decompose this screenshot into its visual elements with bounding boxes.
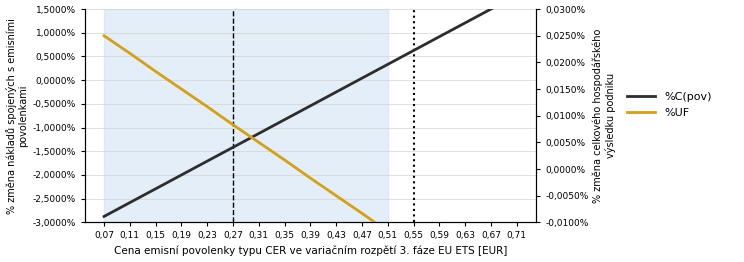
Bar: [104, 9, 388, 222]
Y-axis label: % změna nákladů spojených s emisními
povolenkami: % změna nákladů spojených s emisními pov…: [5, 18, 28, 214]
X-axis label: Cena emisní povolenky typu CER ve variačním rozpětí 3. fáze EU ETS [EUR]: Cena emisní povolenky typu CER ve variač…: [114, 246, 507, 256]
Y-axis label: % změna celkového hospodářského
výsledku podniku: % změna celkového hospodářského výsledku…: [593, 29, 616, 203]
Legend: %C(pov), %UF: %C(pov), %UF: [623, 88, 716, 122]
